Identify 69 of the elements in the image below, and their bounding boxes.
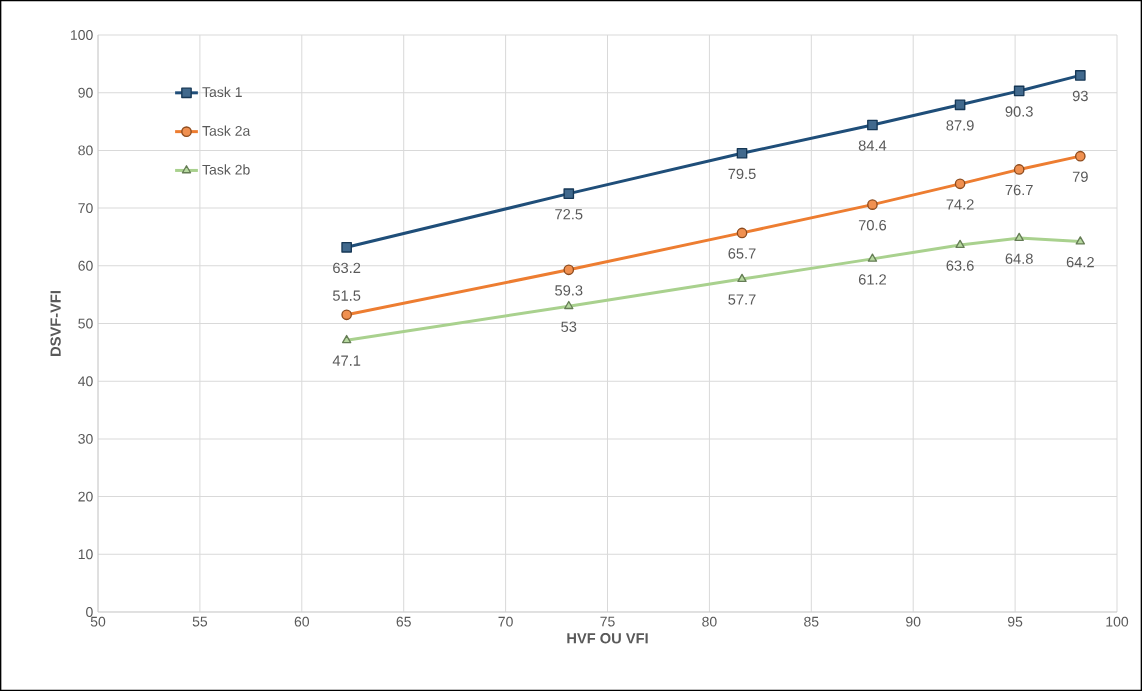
data-label: 90.3 [1005, 106, 1033, 117]
data-label: 93 [1072, 90, 1088, 102]
y-tick-label: 70 [78, 203, 93, 214]
point [563, 264, 575, 276]
data-label: 79 [1072, 171, 1088, 182]
data-label: 63.2 [333, 262, 361, 274]
x-tick-label: 55 [192, 616, 208, 627]
x-tick-label: 100 [1106, 616, 1129, 627]
point [867, 253, 878, 262]
x-tick-label: 75 [600, 616, 615, 627]
x-tick-label: 80 [702, 616, 717, 627]
x-tick-label: 85 [804, 616, 819, 627]
y-tick-label: 30 [78, 433, 93, 444]
data-label: 87.9 [946, 120, 974, 131]
x-tick-label: 50 [90, 616, 106, 627]
legend-label: Task 1 [202, 86, 242, 98]
legend-label: Task 2b [202, 164, 250, 175]
point [1013, 85, 1025, 97]
y-tick-label: 40 [78, 376, 93, 387]
data-label: 59.3 [555, 285, 583, 296]
data-label: 70.6 [858, 220, 887, 231]
data-label: 53 [561, 321, 577, 332]
point [737, 273, 747, 283]
point [1074, 150, 1086, 162]
data-label: 76.7 [1005, 184, 1033, 196]
data-label: 74.2 [946, 199, 974, 210]
x-tick-label: 70 [498, 616, 513, 627]
y-axis-title: DSVF-VFI [50, 291, 61, 356]
point [954, 99, 966, 111]
point [1075, 236, 1086, 245]
y-tick-label: 50 [78, 318, 93, 329]
point [955, 239, 965, 249]
x-tick-label: 90 [906, 616, 921, 627]
data-label: 64.2 [1066, 256, 1094, 268]
data-label: 79.5 [728, 168, 756, 180]
point [1074, 70, 1086, 81]
x-tick-label: 65 [396, 616, 411, 627]
data-label: 72.5 [555, 209, 583, 220]
y-tick-label: 10 [78, 549, 93, 560]
point [564, 300, 574, 310]
data-label: 64.8 [1005, 253, 1033, 264]
point [736, 147, 748, 159]
x-axis-title: HVF OU VFI [567, 633, 648, 644]
point [341, 334, 352, 344]
point [563, 188, 575, 199]
y-tick-label: 80 [78, 145, 93, 156]
y-tick-label: 20 [78, 491, 93, 502]
x-tick-label: 60 [294, 616, 310, 627]
data-label: 63.6 [946, 260, 974, 271]
data-label: 57.7 [728, 294, 756, 305]
data-label: 61.2 [858, 274, 886, 285]
data-label: 51.5 [332, 290, 361, 301]
data-label: 84.4 [858, 140, 887, 151]
point [867, 119, 878, 131]
point [867, 199, 878, 210]
y-tick-label: 0 [86, 607, 93, 617]
legend-label: Task 2a [202, 125, 251, 136]
x-tick-label: 95 [1007, 616, 1023, 627]
point [1014, 232, 1024, 242]
point [1013, 164, 1025, 175]
data-label: 47.1 [332, 355, 361, 366]
y-tick-label: 90 [78, 87, 93, 98]
data-label: 65.7 [728, 248, 756, 259]
point [954, 178, 966, 190]
point [736, 227, 748, 239]
point [341, 309, 352, 321]
y-tick-label: 60 [78, 260, 93, 271]
y-tick-label: 100 [71, 30, 93, 40]
point [341, 241, 352, 253]
